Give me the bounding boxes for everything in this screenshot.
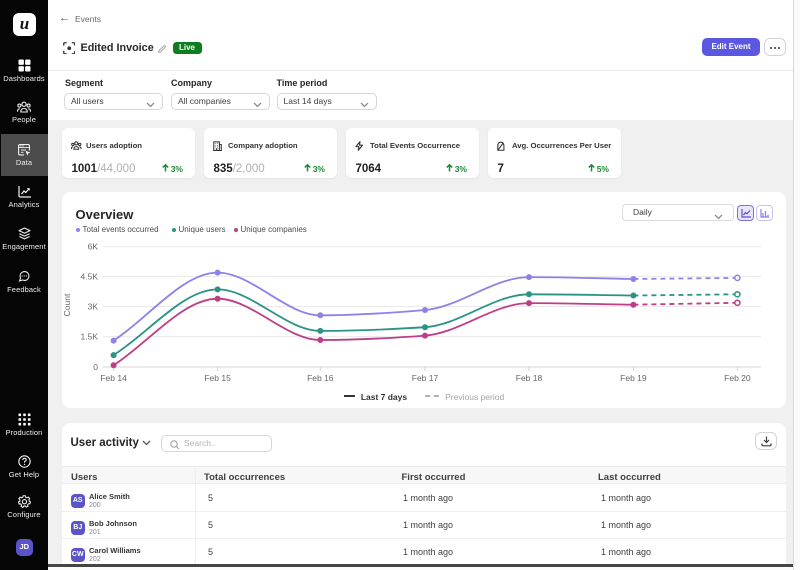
svg-text:Feb 17: Feb 17 [412,373,439,383]
svg-text:Feb 19: Feb 19 [620,373,647,383]
svg-text:6K: 6K [88,242,99,252]
svg-text:Feb 20: Feb 20 [724,373,751,383]
svg-text:0: 0 [93,362,98,372]
svg-text:Feb 15: Feb 15 [204,373,231,383]
svg-text:Feb 16: Feb 16 [307,373,334,383]
svg-text:Feb 14: Feb 14 [100,373,127,383]
svg-text:3K: 3K [88,302,99,312]
svg-text:Count: Count [62,293,72,316]
svg-text:4.5K: 4.5K [81,271,99,281]
svg-text:Feb 18: Feb 18 [516,373,543,383]
svg-text:1.5K: 1.5K [81,332,99,342]
